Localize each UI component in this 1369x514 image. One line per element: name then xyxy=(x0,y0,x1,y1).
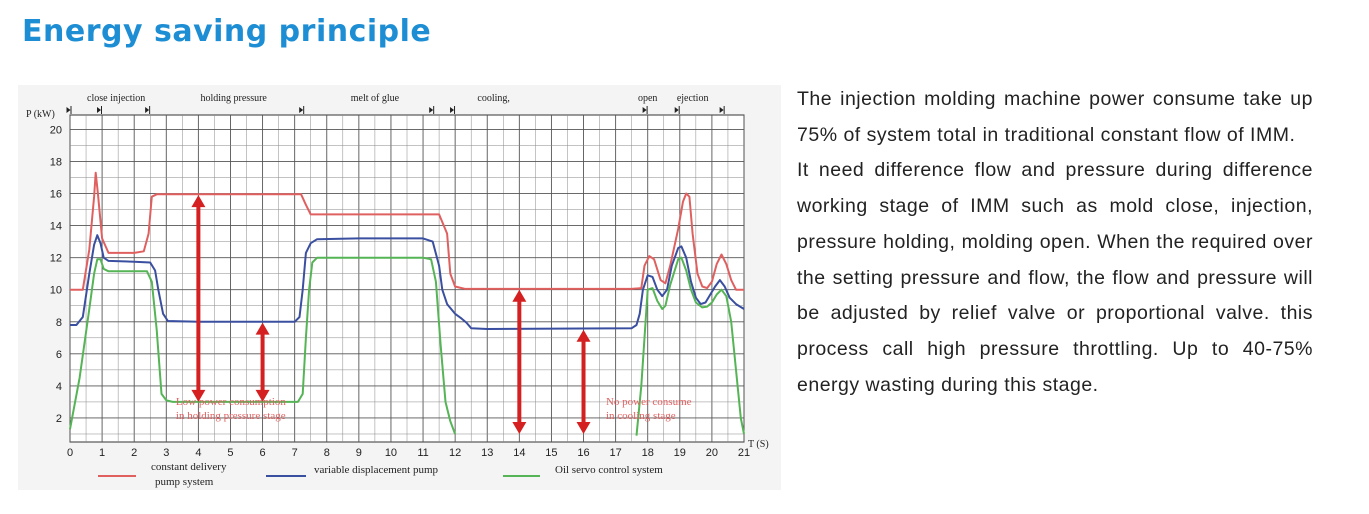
legend-label: variable displacement pump xyxy=(314,464,439,476)
arrow-head-down xyxy=(255,389,270,402)
annotation-line-2: in holding pressure stage xyxy=(176,410,286,422)
y-tick-label: 16 xyxy=(50,189,62,201)
x-tick-label: 11 xyxy=(417,447,428,459)
x-tick-label: 13 xyxy=(481,447,493,459)
series-lines xyxy=(69,171,745,436)
y-tick-label: 10 xyxy=(50,285,62,297)
stage-label: close xyxy=(87,93,108,104)
description: The injection molding machine power cons… xyxy=(797,82,1313,403)
x-tick-label: 2 xyxy=(131,447,137,459)
x-tick-label: 4 xyxy=(195,447,201,459)
page-title: Energy saving principle xyxy=(22,14,432,49)
x-tick-label: 16 xyxy=(577,447,589,459)
x-tick-label: 0 xyxy=(67,447,73,459)
stage-label: melt of glue xyxy=(351,93,400,104)
annotation-line-1: Low power consumption xyxy=(176,396,286,408)
series-line xyxy=(635,256,745,436)
x-tick-label: 20 xyxy=(706,447,718,459)
stage-marker xyxy=(642,107,647,113)
stage-label: injection xyxy=(110,93,145,104)
x-tick-label: 12 xyxy=(449,447,461,459)
y-tick-label: 6 xyxy=(56,349,62,361)
stage-labels: close injection holding pressure melt of gl… xyxy=(66,93,725,114)
y-tick-label: 12 xyxy=(50,253,62,265)
arrow-head-down xyxy=(191,389,206,402)
x-tick-label: 19 xyxy=(674,447,686,459)
stage-marker xyxy=(145,107,150,113)
y-axis-label: P (kW) xyxy=(26,109,55,120)
stage-marker xyxy=(429,107,434,113)
arrow-head-down xyxy=(512,421,527,434)
grid xyxy=(69,115,745,442)
y-tick-label: 20 xyxy=(50,124,62,136)
stage-marker xyxy=(719,107,724,113)
x-axis-label: T (S) xyxy=(748,439,769,450)
annotation-line-2: in cooling stage xyxy=(606,410,676,422)
stage-marker xyxy=(674,107,679,113)
x-tick-label: 10 xyxy=(385,447,397,459)
arrow-head-up xyxy=(512,289,527,302)
y-tick-label: 2 xyxy=(56,413,62,425)
stage-marker xyxy=(96,107,101,113)
stage-label: cooling, xyxy=(477,93,510,104)
stage-marker xyxy=(66,107,71,113)
series-line xyxy=(70,171,744,291)
series-line xyxy=(70,234,745,330)
x-tick-label: 17 xyxy=(609,447,621,459)
y-tick-labels: 2 4 6 8 10 12 14 16 18 20 xyxy=(50,124,62,425)
paragraph-1: The injection molding machine power cons… xyxy=(797,88,1313,146)
x-tick-label: 6 xyxy=(260,447,266,459)
y-tick-label: 8 xyxy=(56,317,62,329)
y-tick-label: 14 xyxy=(50,221,62,233)
x-tick-label: 15 xyxy=(545,447,557,459)
x-tick-label: 1 xyxy=(99,447,105,459)
stage-label: open xyxy=(638,93,657,104)
stage-marker xyxy=(299,107,304,113)
x-tick-label: 7 xyxy=(292,447,298,459)
annotation-line-1: No power consume xyxy=(606,396,692,408)
legend-label: constant delivery xyxy=(151,461,227,473)
x-tick-label: 18 xyxy=(642,447,654,459)
legend-label: Oil servo control system xyxy=(555,464,663,476)
stage-marker xyxy=(450,107,455,113)
y-tick-label: 18 xyxy=(50,156,62,168)
stage-label: holding pressure xyxy=(200,93,267,104)
y-tick-label: 4 xyxy=(56,381,62,393)
x-tick-label: 3 xyxy=(163,447,169,459)
x-tick-label: 5 xyxy=(227,447,233,459)
arrow-head-up xyxy=(576,329,591,342)
x-tick-label: 8 xyxy=(324,447,330,459)
arrow-head-up xyxy=(191,195,206,208)
legend: constant delivery pump system variable dis… xyxy=(98,461,663,488)
chart-svg: 0 1 2 3 4 5 6 7 8 9 10 11 12 13 14 15 16 17 18 19 20 21 24681… xyxy=(26,93,769,488)
arrow-head-up xyxy=(255,322,270,335)
stage-label: ejection xyxy=(677,93,709,104)
paragraph-2: It need difference flow and pressure dur… xyxy=(797,159,1313,396)
x-tick-label: 21 xyxy=(738,447,750,459)
arrow-head-down xyxy=(576,421,591,434)
power-arrows xyxy=(191,195,591,434)
x-tick-label: 14 xyxy=(513,447,525,459)
x-tick-labels: 0 1 2 3 4 5 6 7 8 9 10 11 12 13 14 15 16 17 18 19 20 21 xyxy=(67,447,750,459)
x-tick-label: 9 xyxy=(356,447,362,459)
legend-label-line-2: pump system xyxy=(155,476,214,488)
series-line xyxy=(69,256,457,435)
annotations: Low power consumption in holding pressure… xyxy=(176,396,692,422)
